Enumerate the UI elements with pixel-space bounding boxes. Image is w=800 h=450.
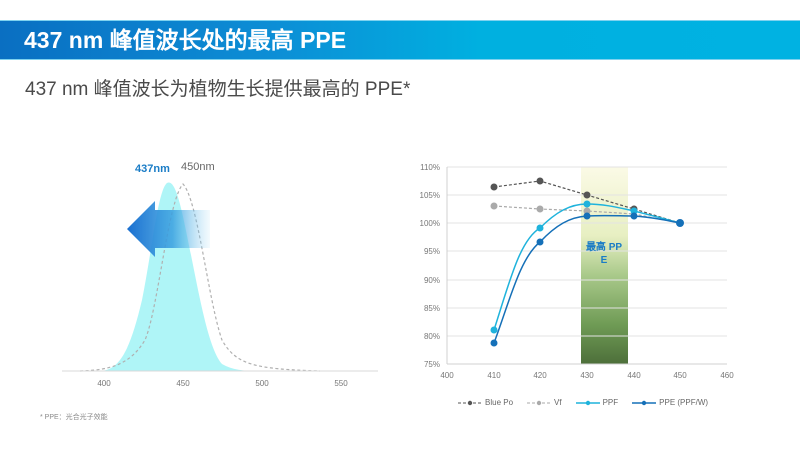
- svg-text:E: E: [601, 255, 608, 266]
- chart-legend: Blue Po Vf PPF PPE (PPF/W): [458, 398, 708, 407]
- svg-text:410: 410: [487, 371, 501, 380]
- page-title: 437 nm 峰值波长处的最高 PPE: [24, 27, 347, 53]
- label-437nm: 437nm: [135, 163, 170, 175]
- footnote: * PPE：光合光子效能: [40, 414, 108, 421]
- ppe-line-chart: 110% 105% 100% 95% 90% 85% 80% 75% 400 4…: [420, 163, 735, 380]
- svg-text:105%: 105%: [420, 191, 440, 200]
- svg-text:100%: 100%: [420, 219, 440, 228]
- svg-text:450: 450: [673, 371, 687, 380]
- legend-dashed-dark-icon: [458, 400, 482, 405]
- svg-text:420: 420: [533, 371, 547, 380]
- svg-text:75%: 75%: [424, 360, 440, 369]
- highlight-band: [581, 167, 628, 364]
- svg-text:400: 400: [97, 379, 111, 388]
- legend-ppf: PPF: [575, 398, 618, 407]
- spectrum-450-dashed: [79, 183, 321, 372]
- label-450nm: 450nm: [181, 161, 215, 173]
- svg-text:400: 400: [440, 371, 454, 380]
- svg-text:460: 460: [720, 371, 734, 380]
- svg-text:440: 440: [627, 371, 641, 380]
- svg-text:110%: 110%: [420, 163, 440, 172]
- highlight-label: 最高 PP: [586, 240, 622, 253]
- svg-text:90%: 90%: [424, 276, 440, 285]
- legend-vf: Vf: [527, 398, 562, 407]
- legend-dashed-light-icon: [527, 400, 552, 405]
- svg-text:85%: 85%: [424, 304, 440, 313]
- legend-ppe: PPE (PPF/W): [632, 398, 708, 407]
- legend-solid-blue-icon: [632, 400, 657, 405]
- svg-text:430: 430: [580, 371, 594, 380]
- svg-text:500: 500: [255, 379, 269, 388]
- svg-text:95%: 95%: [424, 247, 440, 256]
- svg-text:80%: 80%: [424, 332, 440, 341]
- legend-blue-po: Blue Po: [458, 398, 513, 407]
- title-bar: 437 nm 峰值波长处的最高 PPE: [0, 20, 800, 60]
- shift-arrow-icon: [127, 201, 210, 257]
- svg-text:450: 450: [176, 379, 190, 388]
- svg-text:550: 550: [334, 379, 348, 388]
- page-subtitle: 437 nm 峰值波长为植物生长提供最高的 PPE*: [25, 79, 411, 100]
- spectrum-437-area: [100, 182, 255, 371]
- legend-solid-cyan-icon: [575, 400, 600, 405]
